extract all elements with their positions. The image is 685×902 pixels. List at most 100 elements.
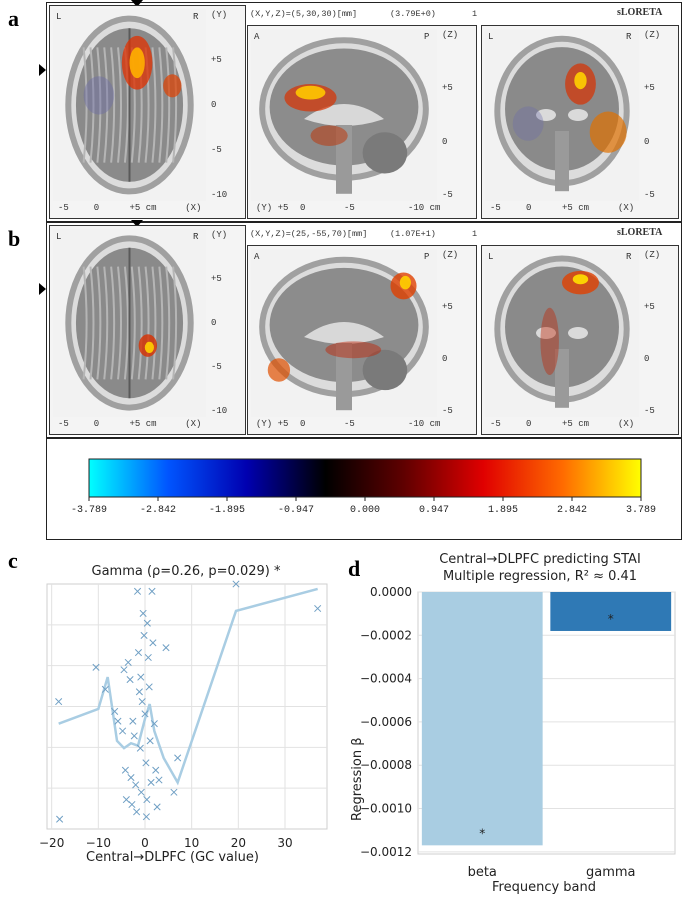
- coronal-right-label: R: [626, 252, 632, 262]
- scatter-point: [135, 688, 143, 696]
- scatter-point: [138, 698, 146, 706]
- scatter-point: [148, 587, 156, 595]
- coronal-left-label: L: [488, 32, 494, 42]
- colorbar-tick-label: -1.895: [208, 505, 246, 516]
- axial-xtick: 0: [93, 419, 100, 429]
- axial-xtick: -5: [58, 419, 69, 429]
- axial-right-label: R: [193, 12, 199, 22]
- scatter-point: [162, 644, 170, 652]
- axial-ytick: -10: [211, 406, 228, 416]
- brain-row-1: (X,Y,Z)=(5,30,30)[mm] (3.79E+0) 1 sLORETA L R…: [39, 0, 682, 222]
- axial-xtick: -5: [58, 203, 69, 213]
- colorbar-tick-label: 3.789: [625, 505, 657, 516]
- sagittal-slice-image: [251, 29, 437, 201]
- scatter-point: [130, 732, 138, 740]
- axial-slice-image: [53, 229, 206, 417]
- bar-ytick-label: −0.0008: [360, 758, 412, 772]
- bar-category-label: gamma: [586, 865, 636, 880]
- coronal-ytick: (Z): [644, 250, 661, 260]
- colorbar-tick-label: 1.895: [487, 505, 519, 516]
- index-readout: 1: [472, 9, 478, 19]
- colorbar-bar: [88, 458, 642, 498]
- scatter-point: [146, 737, 154, 745]
- bar-ytick-label: −0.0012: [360, 845, 412, 859]
- axial-ytick: +5: [211, 55, 222, 65]
- sagittal-ytick: (Z): [442, 30, 459, 40]
- bar-xlabel: Frequency band: [492, 880, 596, 895]
- coronal-ytick: +5: [644, 302, 655, 312]
- axial-ytick: (Y): [211, 230, 228, 240]
- software-label: sLORETA: [617, 227, 663, 238]
- coord-readout: (X,Y,Z)=(25,-55,70)[mm]: [250, 229, 368, 239]
- scatter-point: [150, 720, 158, 728]
- sagittal-ytick: -5: [442, 190, 453, 200]
- sagittal-ytick: -5: [442, 406, 453, 416]
- panel-letter-b: b: [8, 226, 21, 251]
- scatter-point: [143, 619, 151, 627]
- scatter-point: [314, 604, 322, 613]
- scatter-xtick-label: −10: [86, 836, 111, 850]
- colorbar-tick-label: 2.842: [556, 505, 588, 516]
- scatter-point: [133, 587, 142, 595]
- sagittal-xtick: 0: [300, 419, 306, 429]
- value-readout: (3.79E+0): [390, 9, 436, 19]
- scatter-point: [145, 683, 153, 691]
- panel-letter-c: c: [8, 548, 18, 573]
- scatter-point: [111, 707, 119, 715]
- scatter-point: [129, 717, 137, 725]
- sagittal-left-label: A: [254, 32, 260, 42]
- bar-chart: 0.0000 −0.0002 −0.0004 −0.0006 −0.0008 −0.001…: [360, 585, 676, 880]
- software-label: sLORETA: [617, 7, 663, 18]
- colorbar-tick-label: -3.789: [70, 505, 108, 516]
- scatter-point: [149, 639, 157, 647]
- scatter-point: [101, 685, 109, 693]
- scatter-point: [139, 609, 147, 617]
- coronal-xtick: 0: [526, 203, 532, 213]
- bar-ytick-label: −0.0004: [360, 672, 412, 686]
- row-marker-left: [39, 282, 46, 295]
- bar-ytick-label: −0.0006: [360, 715, 412, 729]
- bar-ytick-label: 0.0000: [370, 585, 412, 599]
- sagittal-xtick: -5: [344, 203, 355, 213]
- row-marker-left: [39, 64, 46, 77]
- axial-left-label: L: [56, 12, 62, 22]
- bar-annotation: *: [479, 826, 485, 840]
- scatter-point: [153, 803, 161, 811]
- coronal-xtick: +5 cm: [562, 419, 590, 429]
- row-marker-top: [131, 0, 143, 7]
- sagittal-left-label: A: [254, 252, 260, 262]
- scatter-point: [155, 776, 163, 784]
- coronal-view: L R (Z) +5 0 -5 -5 0 +5 cm (X): [481, 245, 679, 435]
- axial-xtick: +5 cm: [129, 419, 157, 429]
- scatter-point: [137, 788, 145, 796]
- scatter-plot: −20 −10 0 10 20 30: [39, 580, 328, 850]
- index-readout: 1: [472, 229, 478, 239]
- scatter-point: [142, 759, 150, 767]
- coronal-ytick: 0: [644, 354, 650, 364]
- bar-title-line-1: Central→DLPFC predicting STAI: [439, 552, 641, 567]
- scatter-trend-line: [58, 587, 318, 786]
- bar-beta: [421, 592, 543, 846]
- scatter-point: [174, 754, 182, 762]
- axial-xtick: (X): [185, 419, 202, 429]
- axial-ytick: 0: [211, 100, 217, 110]
- scatter-point: [114, 717, 122, 725]
- scatter-point: [142, 813, 150, 821]
- scatter-point: [121, 766, 129, 774]
- scatter-xtick-label: 0: [141, 836, 149, 850]
- scatter-point: [143, 796, 151, 804]
- scatter-point: [120, 666, 128, 674]
- bar-title-line-2: Multiple regression, R² ≈ 0.41: [442, 569, 638, 584]
- scatter-point: [137, 673, 145, 681]
- colorbar-tick-label: -2.842: [139, 505, 177, 516]
- sagittal-view: A P (Z) +5 0 -5 (Y) +5 0 -5 -10 cm: [247, 25, 477, 219]
- scatter-point: [140, 631, 148, 640]
- axial-ytick: -10: [211, 190, 228, 200]
- bar-ytick-label: −0.0002: [360, 628, 412, 642]
- coronal-view: L R (Z) +5 0 -5 -5 0 +5 cm (X): [481, 25, 679, 219]
- bar-annotation: *: [608, 612, 614, 626]
- scatter-point: [144, 653, 152, 662]
- sagittal-xtick: 0: [300, 203, 306, 213]
- scatter-point: [124, 658, 132, 666]
- sagittal-xtick: (Y) +5: [256, 419, 289, 429]
